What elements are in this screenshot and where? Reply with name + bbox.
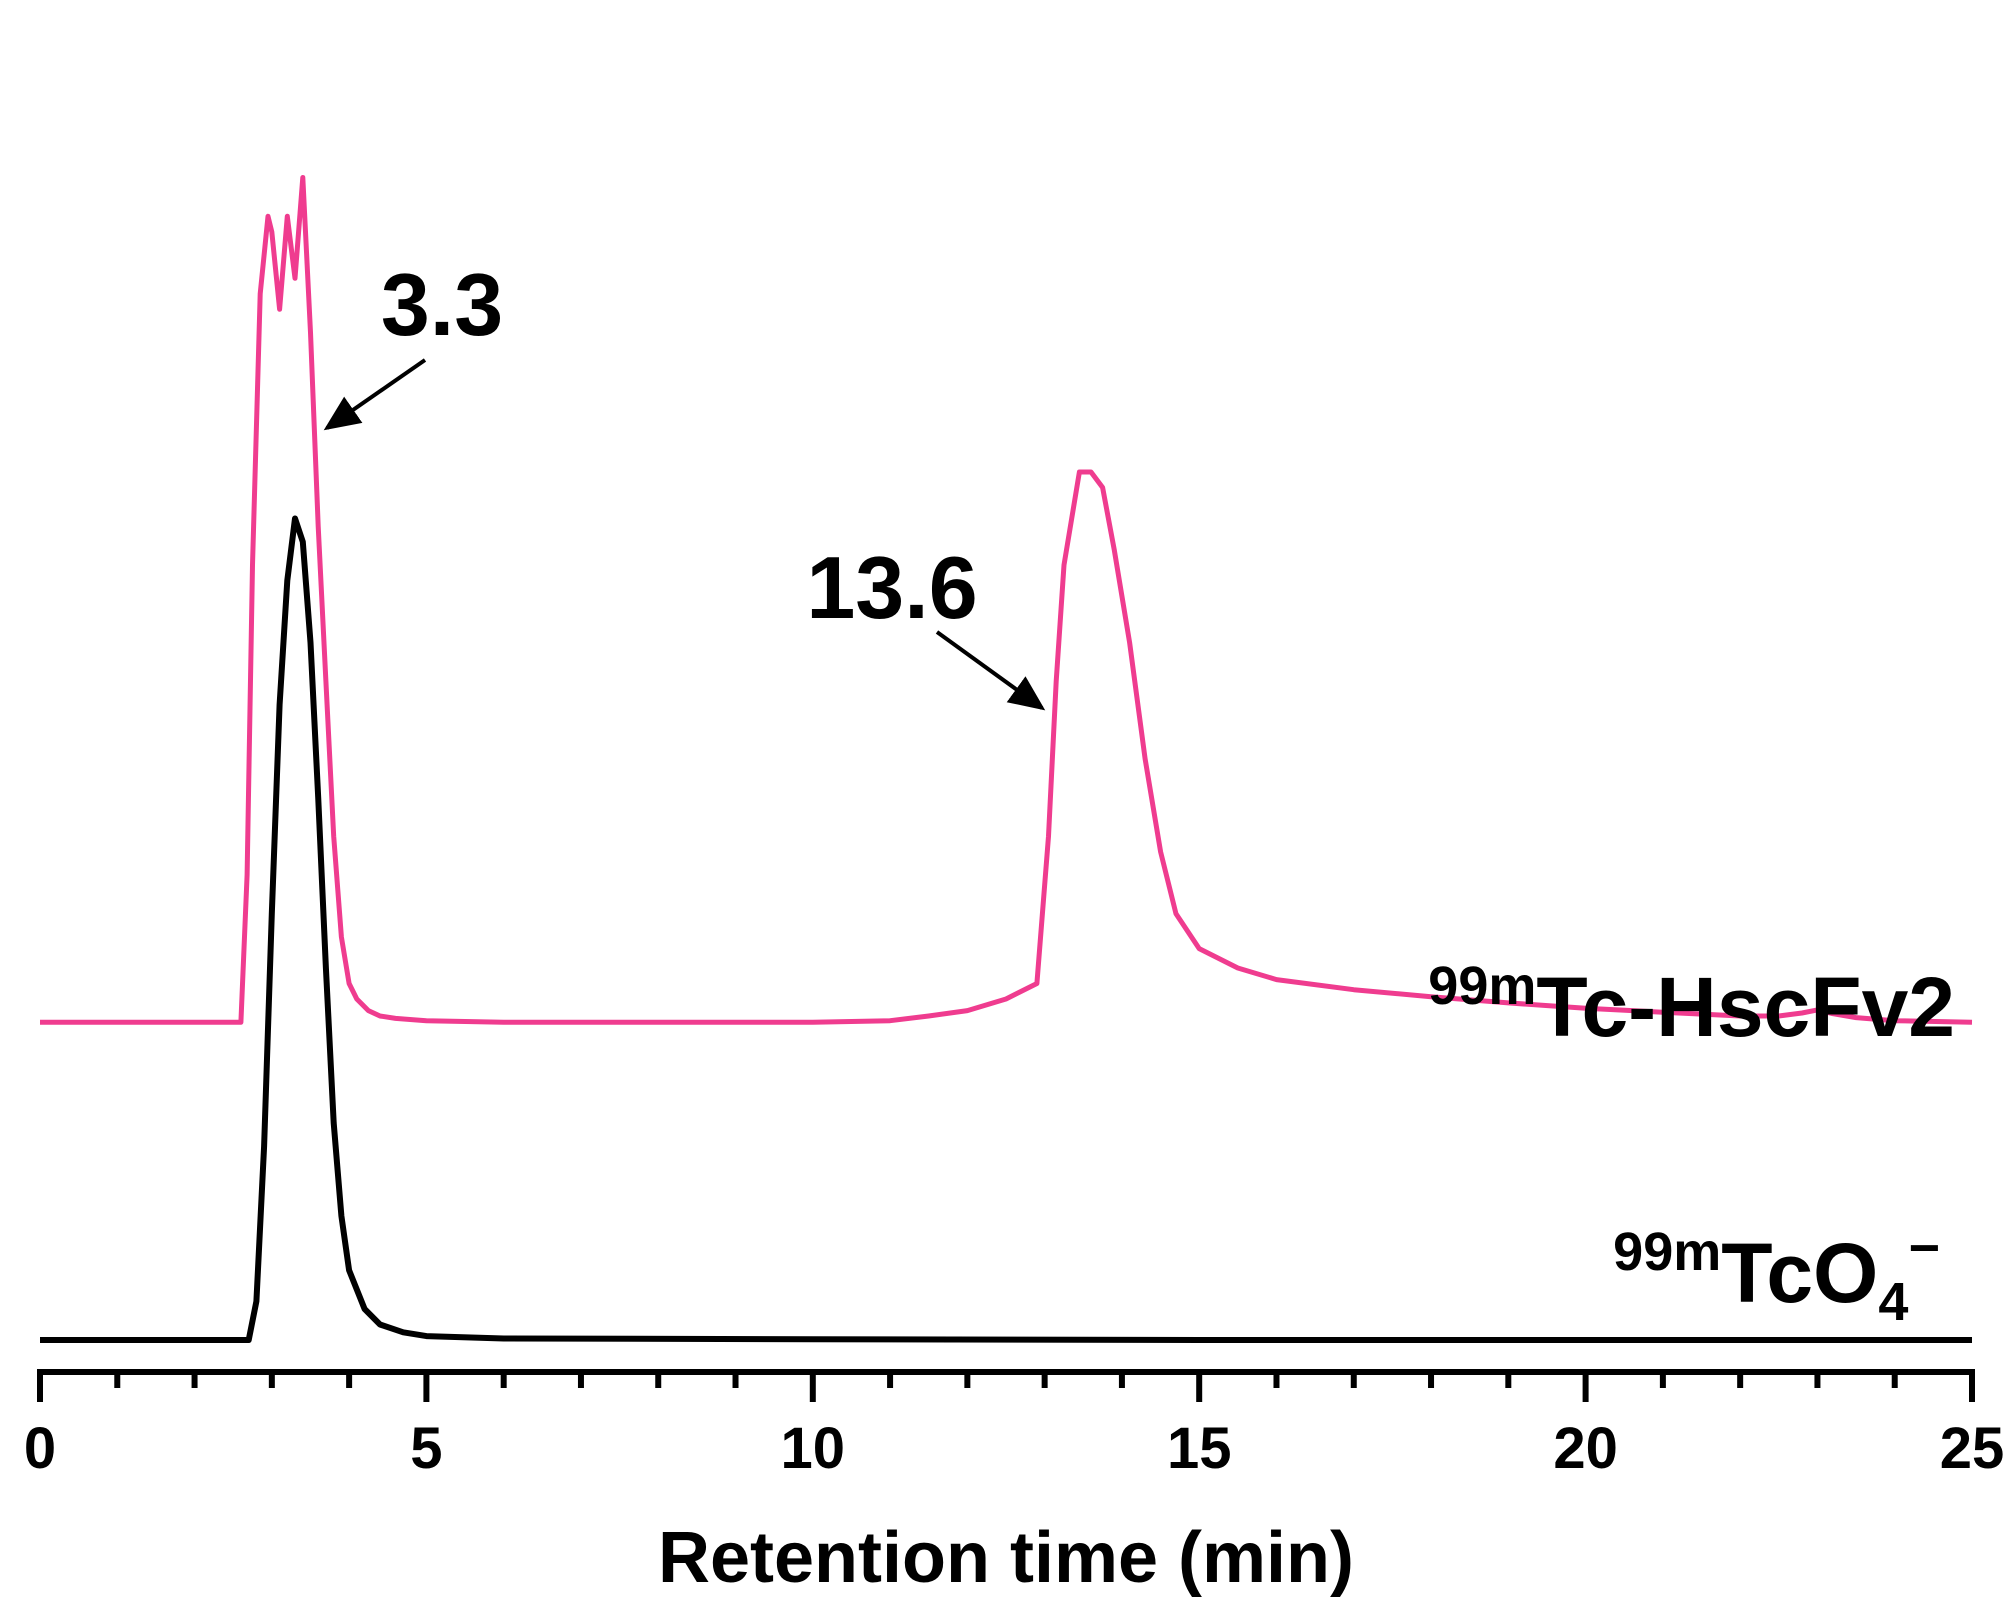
series-label-99mtc-hscfv2: 99mTc-HscFv2 xyxy=(1428,956,1955,1054)
x-axis: 0 5 10 15 20 25 Retention time (min) xyxy=(24,1369,2004,1598)
x-tick-label: 10 xyxy=(781,1416,846,1481)
annotation-arrow-peak-13-6 xyxy=(935,630,1046,711)
series-label-subscript: 4 xyxy=(1878,1272,1908,1332)
annotation-peak-13-6: 13.6 xyxy=(806,538,977,637)
series-label-charge: − xyxy=(1908,1218,1940,1278)
x-tick-label: 0 xyxy=(24,1416,56,1481)
annotation-arrow-peak-3-3 xyxy=(323,358,427,431)
series-label-superscript: 99m xyxy=(1613,1222,1721,1282)
annotations: 3.3 13.6 xyxy=(323,255,1046,711)
series-label-main: Tc-HscFv2 xyxy=(1536,960,1955,1054)
x-axis-title: Retention time (min) xyxy=(658,1518,1354,1598)
series-label-99mtco4: 99mTcO4− xyxy=(1613,1218,1940,1332)
x-tick-label: 5 xyxy=(410,1416,442,1481)
annotation-peak-3-3: 3.3 xyxy=(381,255,503,354)
x-ticks xyxy=(37,1372,1975,1402)
x-tick-label: 20 xyxy=(1553,1416,1618,1481)
x-tick-labels: 0 5 10 15 20 25 xyxy=(24,1416,2004,1481)
series-line-99mtc-hscfv2 xyxy=(40,175,1973,1025)
series-label-main: TcO xyxy=(1721,1226,1878,1320)
x-tick-label: 15 xyxy=(1167,1416,1232,1481)
series-line-99mtco4 xyxy=(40,515,1972,1343)
x-tick-label: 25 xyxy=(1940,1416,2005,1481)
traces-group xyxy=(40,175,1973,1343)
series-label-superscript: 99m xyxy=(1428,956,1536,1016)
